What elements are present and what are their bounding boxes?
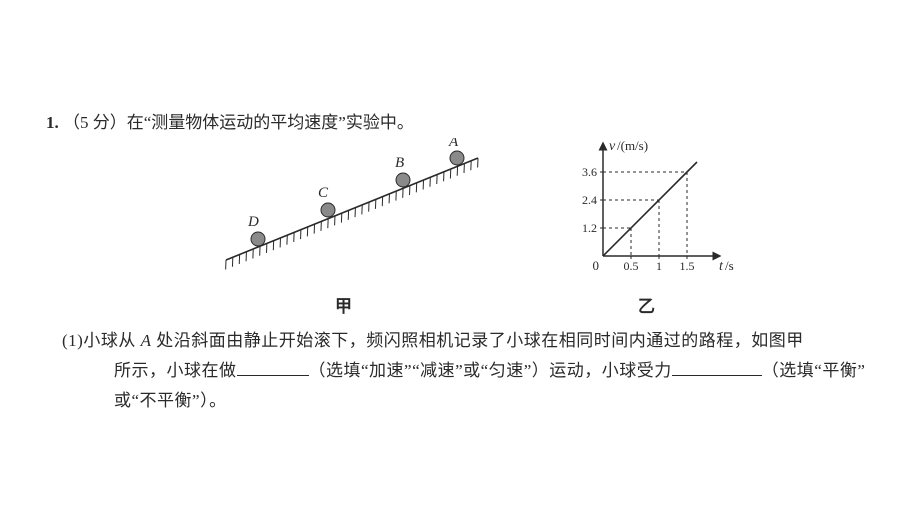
- svg-text:0: 0: [593, 258, 600, 273]
- svg-text:C: C: [318, 185, 329, 201]
- svg-text:1: 1: [656, 259, 662, 273]
- q1-l2b: （选填“加速”“减速”或“匀速”）运动，小球受力: [309, 361, 672, 380]
- q1-l3a: 或“不平衡”）。: [114, 391, 227, 410]
- figures-row: D C B A v/(m/s) t/s 0 1.2 2.4 3.6 0.5 1 1.5 甲 乙: [0, 138, 920, 318]
- svg-text:3.6: 3.6: [582, 165, 597, 179]
- problem-points: （5 分）: [63, 113, 127, 132]
- caption-jia: 甲: [335, 292, 352, 317]
- q1-line1: (1)小球从 A 处沿斜面由静止开始滚下，频闪照相机记录了小球在相同时间内通过的…: [62, 326, 804, 351]
- svg-text:2.4: 2.4: [582, 193, 597, 207]
- q1-prefix: (1)小球从: [62, 331, 141, 350]
- q1-mid1: 处沿斜面由静止开始滚下，频闪照相机记录了小球在相同时间内通过的路程，如图甲: [151, 331, 803, 350]
- svg-text:1.2: 1.2: [582, 221, 597, 235]
- svg-text:/(m/s): /(m/s): [617, 138, 648, 153]
- svg-text:1.5: 1.5: [680, 259, 695, 273]
- blank-force-balance[interactable]: [672, 358, 762, 376]
- caption-yi: 乙: [638, 292, 655, 317]
- svg-text:v: v: [609, 139, 616, 154]
- svg-text:A: A: [448, 138, 459, 150]
- svg-text:t: t: [719, 259, 724, 274]
- svg-text:D: D: [247, 214, 259, 230]
- q1-l2c: （选填“平衡”: [762, 361, 866, 380]
- problem-heading: 1. （5 分）在“测量物体运动的平均速度”实验中。: [46, 108, 414, 133]
- q1-line2: 所示，小球在做 （选填“加速”“减速”或“匀速”）运动，小球受力 （选填“平衡”: [114, 356, 865, 381]
- problem-number: 1.: [46, 113, 59, 132]
- blank-motion-type[interactable]: [237, 358, 309, 376]
- figure-yi-graph: v/(m/s) t/s 0 1.2 2.4 3.6 0.5 1 1.5: [565, 138, 735, 288]
- page: { "problem": { "number": "1.", "points":…: [0, 0, 920, 518]
- q1-l2a: 所示，小球在做: [114, 361, 237, 380]
- svg-text:/s: /s: [725, 258, 734, 273]
- svg-text:B: B: [395, 155, 404, 171]
- q1-line3: 或“不平衡”）。: [114, 386, 227, 411]
- problem-title: 在“测量物体运动的平均速度”实验中。: [127, 113, 414, 132]
- svg-text:0.5: 0.5: [624, 259, 639, 273]
- figure-jia-incline: D C B A: [208, 138, 498, 288]
- letter-A: A: [141, 331, 152, 350]
